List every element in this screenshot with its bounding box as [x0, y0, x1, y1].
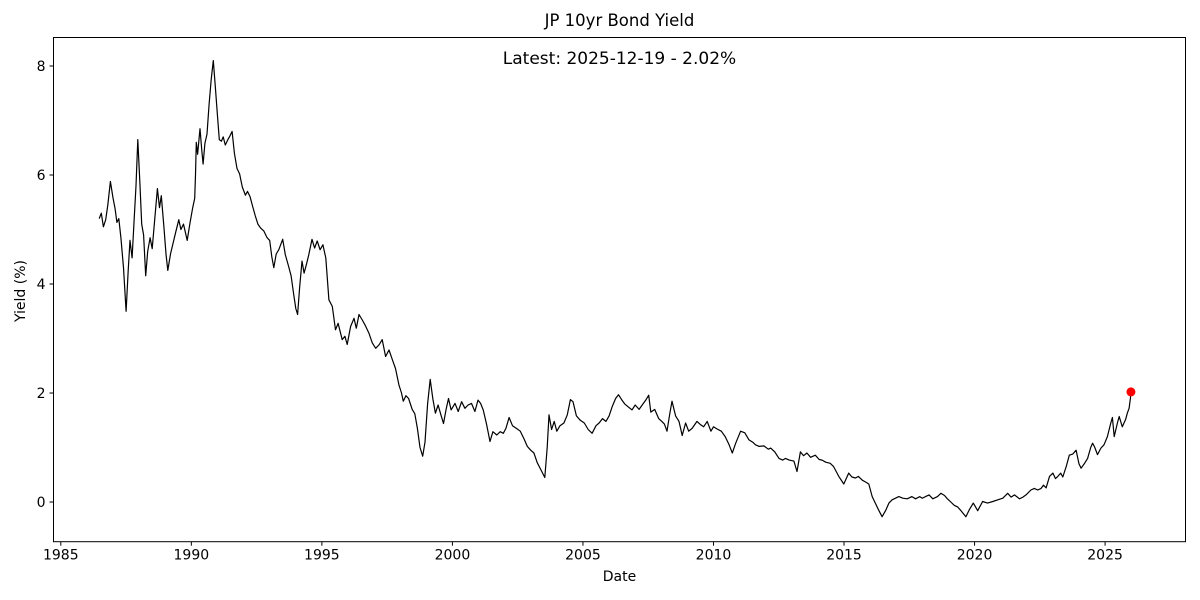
y-tick-label: 2	[37, 386, 46, 402]
x-tick-label: 2020	[957, 548, 993, 564]
x-tick-label: 1995	[304, 548, 340, 564]
x-tick-label: 2015	[826, 548, 862, 564]
x-axis-ticks: 1985 1990 1995 2000 2005 2010 2015 2020 2025	[43, 541, 1123, 564]
y-tick-label: 6	[37, 168, 46, 184]
latest-annotation: Latest: 2025-12-19 - 2.02%	[502, 49, 737, 69]
x-tick-label: 2010	[696, 548, 732, 564]
x-tick-label: 2025	[1087, 548, 1123, 564]
y-tick-label: 4	[37, 277, 46, 293]
x-tick-label: 2000	[435, 548, 471, 564]
yield-line	[98, 59, 1132, 518]
y-tick-label: 8	[37, 59, 46, 75]
latest-point-marker	[1126, 387, 1136, 397]
x-axis-label: Date	[602, 569, 637, 585]
chart-title: JP 10yr Bond Yield	[544, 11, 695, 30]
y-axis-label: Yield (%)	[13, 260, 29, 323]
x-tick-label: 1985	[43, 548, 79, 564]
y-tick-label: 0	[37, 495, 46, 511]
y-axis-ticks: 0 2 4 6 8	[37, 59, 54, 511]
x-tick-label: 2005	[565, 548, 601, 564]
x-tick-label: 1990	[174, 548, 210, 564]
axes-spines	[53, 37, 1186, 543]
